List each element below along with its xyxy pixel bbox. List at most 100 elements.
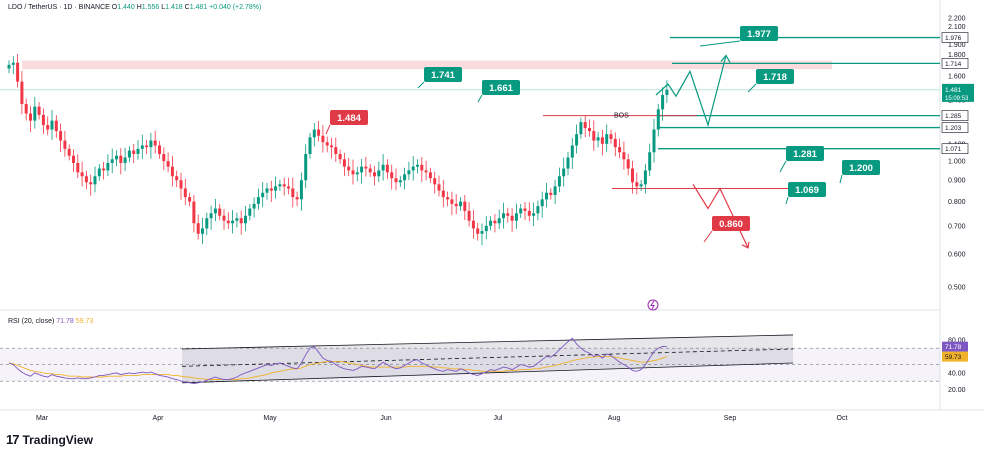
candle-body	[467, 210, 471, 221]
candle-body	[373, 172, 376, 177]
candle-body	[497, 218, 501, 224]
axis-price-tag	[941, 143, 969, 154]
candle-body	[532, 213, 536, 216]
callout-leader	[779, 160, 787, 173]
time-axis-tick: Mar	[36, 415, 49, 422]
callout-badge	[756, 69, 794, 84]
callout-label: 1.661	[489, 83, 513, 94]
candle-body	[450, 199, 454, 204]
candle-body	[605, 134, 609, 144]
rsi-value-tag	[942, 341, 968, 352]
candle-body	[282, 184, 286, 187]
candle-body	[583, 122, 587, 129]
candle-body	[256, 197, 260, 204]
callout-label: 1.281	[793, 149, 817, 160]
candle-body	[158, 145, 161, 154]
last-price-tag-value: 1.481	[945, 87, 962, 94]
price-axis-tick: 2.100	[948, 24, 966, 31]
resistance-zone	[22, 60, 832, 70]
candle-body	[295, 197, 299, 200]
candle-body	[639, 184, 643, 187]
candle-body	[459, 201, 462, 207]
candle-body	[29, 113, 32, 121]
callout-label: 1.069	[795, 185, 819, 196]
candle-body	[596, 137, 600, 141]
candle-body	[648, 152, 652, 171]
candle-body	[231, 220, 235, 224]
candle-body	[205, 218, 209, 229]
candle-body	[145, 145, 149, 148]
candle-body	[110, 159, 114, 163]
candle-body	[11, 62, 15, 65]
low-value: 1.418	[165, 4, 183, 11]
candle-body	[166, 161, 170, 167]
tradingview-logo[interactable]: 17 TradingView	[6, 432, 93, 447]
candle-body	[183, 188, 187, 198]
candle-body	[317, 129, 321, 136]
candle-body	[226, 220, 230, 224]
candle-body	[33, 106, 37, 121]
rsi-channel-fill	[182, 334, 793, 383]
candle-body	[334, 147, 338, 154]
candle-body	[84, 176, 88, 183]
high-value: 1.556	[141, 4, 160, 11]
candle-body	[618, 147, 622, 153]
candle-body	[54, 120, 58, 132]
candle-body	[398, 180, 402, 183]
candle-body	[115, 155, 118, 160]
candle-body	[502, 213, 505, 219]
candle-body	[476, 228, 480, 234]
time-axis-tick: Sep	[724, 415, 737, 422]
candle-body	[330, 145, 333, 148]
axis-price-tag	[941, 110, 969, 121]
candle-body	[355, 172, 359, 175]
candle-body	[274, 186, 278, 191]
candle-body	[342, 159, 346, 167]
candle-body	[579, 122, 583, 135]
candle-body	[265, 188, 269, 193]
rsi-header: RSI (20, close) 71.78 59.73	[8, 318, 93, 325]
axis-price-tag-text: 1.203	[945, 125, 962, 132]
candle-body	[80, 172, 84, 177]
candle-body	[428, 172, 432, 179]
candle-body	[50, 120, 54, 130]
candle-body	[609, 134, 613, 139]
candle-body	[67, 148, 71, 156]
rsi-value: 71.78	[56, 318, 74, 325]
candle-body	[123, 157, 127, 163]
price-axis-tick: 0.900	[948, 178, 966, 185]
candle-body	[566, 157, 570, 169]
candle-body	[93, 176, 97, 185]
candle-body	[480, 231, 484, 234]
candle-body	[179, 180, 183, 189]
candle-body	[536, 206, 540, 214]
callout-label: 1.718	[763, 72, 787, 83]
candle-body	[454, 203, 458, 207]
price-axis-tick: 1.600	[948, 73, 966, 80]
candle-body	[188, 197, 192, 202]
time-axis-tick: Oct	[837, 415, 848, 422]
callout-label: 1.977	[747, 29, 771, 40]
candle-body	[665, 89, 669, 95]
candle-body	[119, 155, 123, 163]
time-axis-tick: Jun	[380, 415, 391, 422]
candle-body	[368, 168, 372, 173]
callout-badge	[740, 26, 778, 41]
candle-body	[299, 180, 303, 200]
projection-up-arrowhead	[720, 54, 731, 63]
price-axis-tick: 1.800	[948, 52, 966, 59]
candle-body	[403, 174, 407, 181]
callout-badge	[788, 182, 826, 197]
rsi-ma-line	[8, 355, 668, 380]
rsi-ma-tag	[942, 351, 968, 362]
rsi-ma-tag-text: 59.73	[945, 354, 962, 361]
candle-body	[127, 150, 131, 158]
candle-body	[175, 176, 179, 181]
candle-body	[557, 176, 561, 187]
candle-body	[519, 208, 523, 214]
candle-body	[661, 94, 665, 110]
candle-body	[592, 131, 596, 141]
candle-body	[347, 166, 351, 171]
candle-body	[76, 162, 80, 173]
